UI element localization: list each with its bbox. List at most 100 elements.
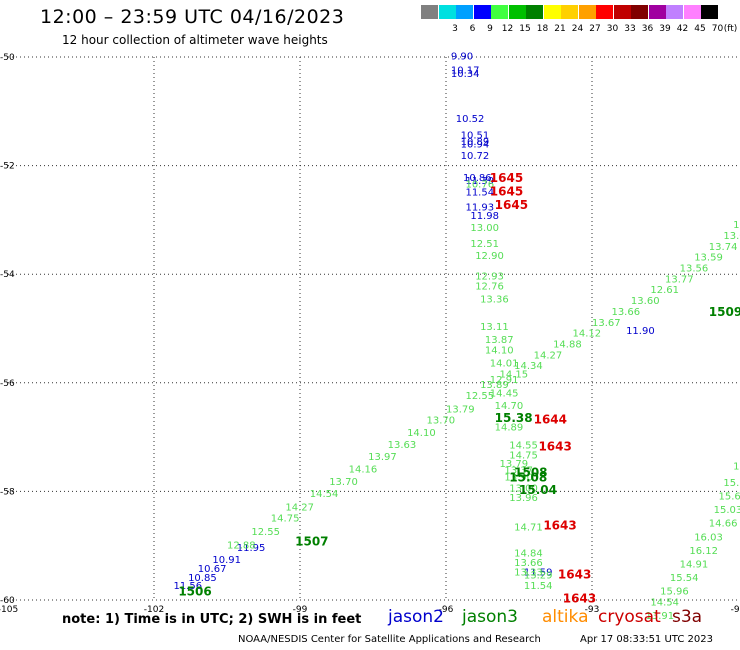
data-label: 14.91: [680, 559, 709, 570]
data-label: 14.55: [509, 441, 538, 452]
data-label: 13.89: [480, 380, 509, 391]
data-label: 15.04: [519, 483, 557, 497]
data-label: 13.66: [611, 307, 640, 318]
y-tick-label: -54: [0, 270, 15, 280]
legend-swatch: [701, 5, 718, 19]
footer-note: note: 1) Time is in UTC; 2) SWH is in fe…: [62, 612, 362, 627]
data-label: 15.08: [509, 471, 547, 485]
data-label: 15.2: [723, 478, 740, 489]
data-label: 1643: [563, 592, 596, 606]
data-label: 10.51: [461, 130, 490, 141]
legend-swatch: [613, 5, 631, 19]
data-label: 15.38: [495, 411, 533, 425]
data-label: 10.86: [463, 173, 492, 184]
data-label: 11.98: [470, 211, 499, 222]
legend-label: 30: [606, 24, 619, 34]
data-label: 14.88: [553, 340, 582, 351]
data-label: 11.90: [626, 326, 655, 337]
x-tick-label: -102: [144, 605, 164, 615]
legend-swatch: [561, 5, 578, 19]
data-label: 1645: [495, 198, 528, 212]
data-label: 13.79: [446, 405, 475, 416]
data-label: 15.54: [670, 573, 699, 584]
data-label: 13.36: [480, 294, 509, 305]
data-label: 14.45: [490, 388, 519, 399]
x-tick-label: -96: [439, 605, 454, 615]
data-label: 12.55: [465, 391, 494, 402]
legend-label: 45: [694, 24, 706, 34]
data-label: 13.1: [733, 220, 740, 231]
data-label: 13.60: [631, 296, 660, 307]
data-label: 13.59: [694, 253, 723, 264]
legend-label: 9: [487, 24, 493, 34]
data-label: 11.39: [465, 176, 494, 187]
chart-title: 12:00 – 23:59 UTC 04/16/2023: [40, 6, 345, 28]
legend-label: 70: [711, 24, 724, 34]
data-label: 14.54: [650, 597, 679, 608]
data-label: 11.54: [465, 187, 494, 198]
data-label: 13.87: [485, 335, 514, 346]
legend-swatch: [543, 5, 561, 19]
legend-swatch: [421, 5, 438, 19]
data-labels: 9.9010.1710.3410.5210.5110.8910.9410.721…: [173, 52, 740, 622]
data-label: 14.70: [495, 401, 524, 412]
data-label: 10.52: [456, 114, 485, 125]
data-label: 10.91: [212, 555, 241, 566]
data-label: 13.33: [514, 568, 543, 579]
data-label: 11.59: [524, 568, 553, 579]
data-label: 14.84: [514, 549, 543, 560]
satellite-jason2: jason2: [388, 607, 444, 627]
data-label: 1644: [534, 413, 567, 427]
data-label: 12.51: [470, 239, 499, 250]
data-label: 14.27: [285, 502, 314, 513]
data-label: 13.97: [368, 452, 397, 463]
data-label: 13.67: [592, 318, 621, 329]
data-label: 13.70: [427, 416, 456, 427]
data-label: 14.10: [407, 428, 436, 439]
data-label: 13.70: [329, 477, 358, 488]
data-label: 1645: [490, 171, 523, 185]
legend-swatch: [596, 5, 613, 19]
data-label: 12.88: [227, 540, 256, 551]
data-label: 13.11: [480, 322, 509, 333]
data-label: 13.56: [680, 263, 709, 274]
legend-label: 42: [676, 24, 689, 34]
legend-swatch: [631, 5, 648, 19]
data-label: 12.90: [475, 251, 504, 262]
data-label: 11.95: [237, 543, 266, 554]
legend-swatch: [666, 5, 683, 19]
data-label: 13.77: [665, 274, 694, 285]
legend-label: 39: [659, 24, 671, 34]
x-tick-label: -93: [585, 605, 600, 615]
data-label: 14.66: [709, 519, 738, 530]
data-label: 1509: [709, 305, 740, 319]
data-label: 10.85: [188, 573, 217, 584]
y-tick-label: -58: [0, 487, 15, 497]
data-label: 1: [733, 462, 739, 473]
data-label: 10.34: [451, 69, 480, 80]
data-label: 13.00: [470, 223, 499, 234]
data-label: 13.91: [646, 611, 675, 622]
legend-label: 36: [641, 24, 654, 34]
data-label: 13.00: [509, 483, 538, 494]
data-label: 13.29: [524, 570, 553, 581]
data-label: 14.27: [534, 350, 563, 361]
data-label: 10.89: [461, 137, 490, 148]
legend-label: 27: [589, 24, 601, 34]
satellite-s3a: s3a: [672, 607, 703, 627]
data-label: 1508: [514, 466, 547, 480]
legend-unit: (ft): [723, 24, 738, 34]
legend-swatch: [526, 5, 543, 19]
y-tick-label: -56: [0, 379, 15, 389]
data-label: 9.90: [451, 52, 473, 63]
legend-label: 18: [536, 24, 549, 34]
data-label: 15.6: [719, 492, 740, 503]
legend-swatch: [648, 5, 666, 19]
data-label: 15.03: [714, 505, 740, 516]
data-label: 16.12: [689, 546, 718, 557]
data-label: 14.75: [271, 513, 300, 524]
data-label: 13.79: [500, 459, 529, 470]
legend-swatch: [438, 5, 456, 19]
data-label: 1643: [543, 518, 576, 532]
satellite-altika: altika: [542, 607, 589, 627]
